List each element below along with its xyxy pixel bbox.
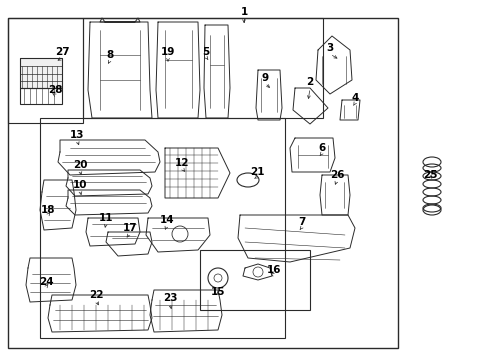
Text: 23: 23 <box>163 293 177 303</box>
Text: 5: 5 <box>202 47 209 57</box>
Text: 24: 24 <box>39 277 53 287</box>
Bar <box>20 58 62 66</box>
Text: 9: 9 <box>261 73 268 83</box>
Bar <box>40 118 285 338</box>
Text: 1: 1 <box>240 7 247 17</box>
Text: 11: 11 <box>99 213 113 223</box>
Text: 22: 22 <box>88 290 103 300</box>
Text: 8: 8 <box>106 50 113 60</box>
Text: 19: 19 <box>161 47 175 57</box>
Text: 17: 17 <box>122 223 137 233</box>
Bar <box>8 18 83 123</box>
Text: 16: 16 <box>266 265 281 275</box>
Text: 18: 18 <box>41 205 55 215</box>
Bar <box>83 18 323 118</box>
Text: 25: 25 <box>422 170 436 180</box>
Bar <box>8 18 397 348</box>
Text: 13: 13 <box>70 130 84 140</box>
Text: 15: 15 <box>210 287 225 297</box>
Text: 26: 26 <box>329 170 344 180</box>
Text: 21: 21 <box>249 167 264 177</box>
Text: 27: 27 <box>55 47 69 57</box>
Text: 14: 14 <box>160 215 174 225</box>
Bar <box>20 58 62 88</box>
Text: 7: 7 <box>298 217 305 227</box>
Text: 3: 3 <box>325 43 333 53</box>
Text: 20: 20 <box>73 160 87 170</box>
Text: 28: 28 <box>48 85 62 95</box>
Bar <box>20 88 62 104</box>
Text: 4: 4 <box>350 93 358 103</box>
Bar <box>200 250 309 310</box>
Text: 2: 2 <box>306 77 313 87</box>
Text: 6: 6 <box>318 143 325 153</box>
Text: 10: 10 <box>73 180 87 190</box>
Text: 12: 12 <box>174 158 189 168</box>
